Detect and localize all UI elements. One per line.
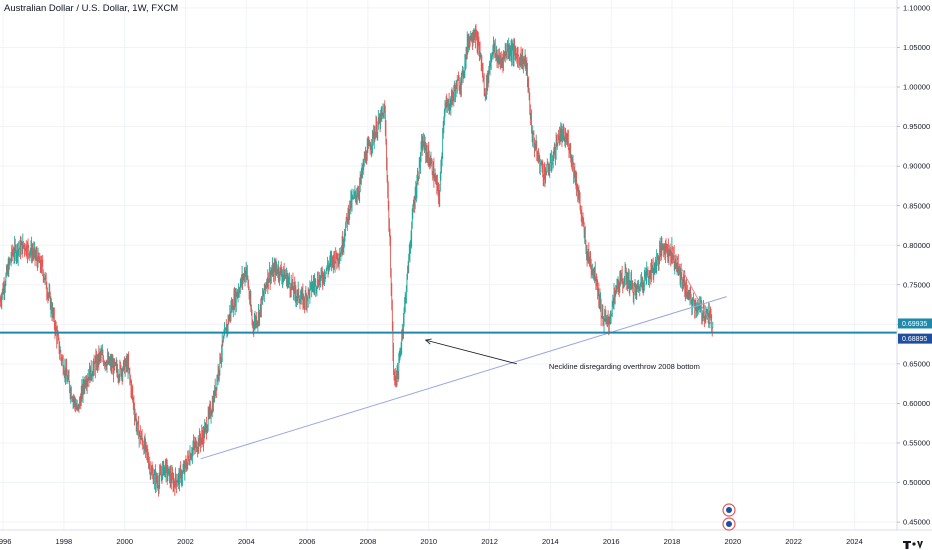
- price-badge-label: 0.68895: [902, 336, 927, 343]
- annotation: Neckline disregarding overthrow 2008 bot…: [424, 338, 700, 371]
- x-tick-label: 2022: [785, 537, 802, 546]
- price-badge: [898, 318, 932, 329]
- x-tick-label: 1996: [0, 537, 11, 546]
- trendline: [668, 244, 712, 325]
- price-badge: [898, 333, 932, 344]
- trendline: [200, 296, 727, 460]
- series-line: [0, 30, 714, 484]
- y-tick-label: 1.05000: [903, 43, 930, 52]
- y-tick-label: 0.55000: [903, 439, 930, 448]
- x-tick-label: 2002: [177, 537, 194, 546]
- y-tick-label: 0.75000: [903, 280, 930, 289]
- x-tick-label: 2006: [299, 537, 316, 546]
- event-icons[interactable]: [722, 503, 736, 531]
- x-tick-label: 2024: [846, 537, 863, 546]
- x-tick-label: 2000: [116, 537, 133, 546]
- y-tick-label: 0.60000: [903, 399, 930, 408]
- y-tick-label: 0.95000: [903, 122, 930, 131]
- x-tick-label: 2010: [420, 537, 437, 546]
- price-series: [0, 23, 714, 497]
- grid-lines: [0, 0, 897, 530]
- y-tick-label: 0.45000: [903, 518, 930, 527]
- y-tick-label: 0.50000: [903, 478, 930, 487]
- y-tick-label: 1.10000: [903, 4, 930, 13]
- annotation-arrow: [425, 339, 518, 365]
- x-tick-label: 2012: [481, 537, 498, 546]
- y-tick-label: 0.65000: [903, 359, 930, 368]
- annotation-text: Neckline disregarding overthrow 2008 bot…: [549, 362, 700, 371]
- x-tick-label: 2004: [238, 537, 255, 546]
- arrowhead: [424, 338, 432, 345]
- y-tick-label: 0.90000: [903, 162, 930, 171]
- chart-title: Australian Dollar / U.S. Dollar, 1W, FXC…: [4, 3, 179, 14]
- tradingview-logo-icon: [903, 541, 923, 549]
- price-badges: 0.69935 0.68895: [898, 318, 932, 344]
- x-tick-label: 2008: [360, 537, 377, 546]
- trendlines: [200, 244, 727, 460]
- x-tick-label: 2020: [724, 537, 741, 546]
- x-tick-label: 2014: [542, 537, 559, 546]
- x-tick-label: 2016: [603, 537, 620, 546]
- y-axis-ticks: 1.10000 1.05000 1.00000 0.95000 0.90000 0.850…: [897, 4, 930, 527]
- x-axis-ticks: 1996 1998 2000 2002 2004 2006 2008 2010 2012 2014…: [0, 537, 863, 546]
- price-badge-label: 0.69935: [902, 321, 927, 328]
- y-tick-label: 1.00000: [903, 83, 930, 92]
- x-tick-label: 2018: [664, 537, 681, 546]
- x-tick-label: 1998: [56, 537, 73, 546]
- y-tick-label: 0.80000: [903, 241, 930, 250]
- y-tick-label: 0.85000: [903, 201, 930, 210]
